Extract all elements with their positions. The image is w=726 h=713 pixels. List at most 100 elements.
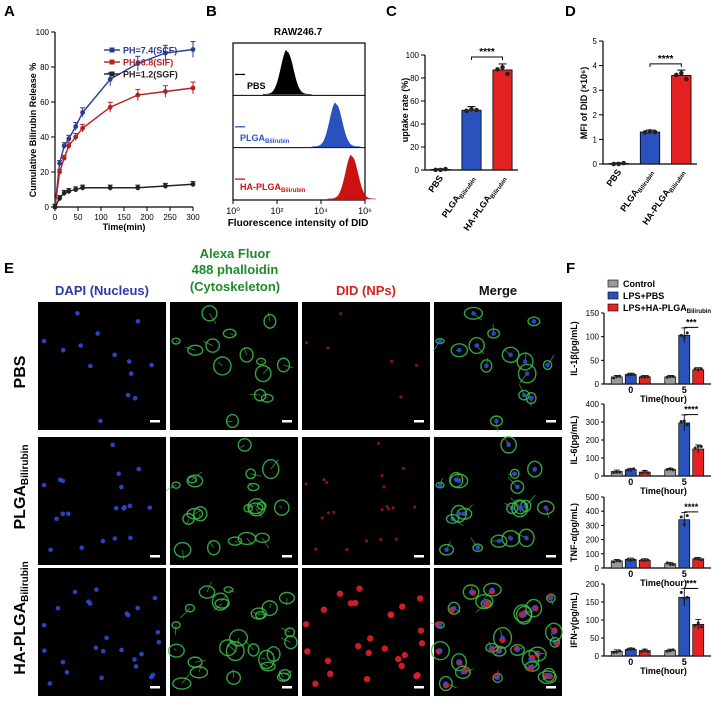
panel-f4-ylabel: IFN-γ(pg/mL) (569, 592, 579, 648)
actin-filament (237, 637, 239, 648)
actin-cell (492, 626, 513, 649)
actin-cell (435, 337, 445, 345)
panel-c-bar (461, 109, 482, 171)
actin-filament (209, 313, 217, 325)
panel-c-ylabel: uptake rate (%) (400, 78, 410, 143)
actin-cell (206, 539, 221, 556)
row-label-plga: PLGABilirubin (12, 444, 31, 529)
dapi-nucleus (156, 639, 162, 645)
did-signal (414, 671, 421, 679)
actin-cell (468, 336, 485, 355)
panel-c-replicate-point (433, 167, 438, 173)
dapi-nucleus (66, 511, 71, 517)
panel-f4-replicate-point (682, 596, 686, 600)
panel-b-xtick-label: 10⁴ (314, 206, 328, 216)
panel-d-replicate-point (674, 72, 679, 78)
dapi-nucleus (41, 482, 47, 488)
did-signal (304, 648, 311, 655)
panel-d-replicate-point (652, 129, 658, 135)
panel-f1-replicate-point (696, 368, 700, 372)
panel-f3-ytick-label: 100 (586, 550, 600, 559)
actin-filament (226, 643, 236, 652)
panel-f1-ytick-label: 150 (586, 309, 600, 318)
dapi-nucleus (456, 659, 462, 665)
panel-f4-xlabel: Time(hour) (640, 666, 687, 676)
panel-d-ytick-label: 2 (593, 111, 598, 120)
dapi-nucleus (100, 538, 106, 544)
panel-d-replicate-point (642, 130, 648, 135)
panel-d-replicate-point (684, 76, 689, 82)
panel-d-ytick-label: 0 (593, 160, 598, 169)
dapi-nucleus (72, 589, 78, 595)
did-signal (380, 508, 384, 512)
did-signal (326, 346, 330, 350)
dapi-nucleus (475, 545, 481, 551)
actin-cell (527, 460, 543, 478)
actin-filament (248, 482, 254, 488)
did-signal (416, 595, 424, 602)
did-signal (376, 441, 381, 445)
panel-f1-replicate-point (629, 373, 633, 377)
release-line-chart: Cumulative Bilirubin Release % Time(min)… (28, 28, 200, 232)
actin-cell (525, 598, 543, 618)
scale-bar (150, 420, 160, 423)
row-label-pbs: PBS (12, 355, 29, 388)
dapi-nucleus (451, 605, 457, 611)
mfi-bar-chart: MFI of DID (×10⁶) 012345PBSPLGABilirubin… (579, 37, 697, 227)
micrograph-background (302, 568, 430, 696)
panel-f2-ytick-label: 100 (586, 454, 600, 463)
panel-c-ytick-label: 40 (410, 120, 419, 129)
did-signal (322, 478, 326, 482)
dapi-nucleus (489, 645, 495, 650)
panel-f4-replicate-point (643, 648, 647, 652)
actin-cell (186, 507, 204, 520)
actin-filament (187, 518, 189, 524)
dapi-nucleus (78, 343, 83, 348)
did-signal (387, 611, 394, 618)
actin-cell (171, 337, 181, 345)
dapi-nucleus (515, 647, 520, 653)
actin-cell (544, 622, 563, 642)
did-signal (398, 662, 405, 670)
actin-cell (527, 316, 541, 327)
actin-cell (509, 468, 520, 479)
panel-f2-replicate-point (615, 470, 619, 474)
actin-cell (171, 481, 181, 489)
panel-f1-xtick-label: 0 (628, 385, 633, 395)
panel-a-data-point (52, 204, 58, 210)
panel-c-ytick-label: 100 (406, 51, 420, 60)
dapi-nucleus (512, 471, 517, 477)
dapi-nucleus (64, 670, 70, 675)
panel-f3-replicate-point (612, 560, 616, 564)
panel-d-category-label: PBS (604, 167, 623, 188)
actin-cell (536, 500, 555, 515)
micrograph-r1-c0 (38, 437, 166, 565)
panel-d-bar (639, 131, 661, 165)
did-signal (413, 505, 417, 509)
histogram-label-ha-plga: HA-PLGABilirubin (240, 182, 306, 194)
micrograph-r0-c1 (170, 302, 298, 430)
panel-f4-xtick-label: 0 (628, 657, 633, 667)
dapi-nucleus (460, 670, 466, 675)
dapi-nucleus (119, 647, 124, 653)
actin-filament (510, 497, 521, 508)
panel-a-series-line (54, 87, 194, 208)
panel-f2-replicate-point (668, 467, 672, 471)
actin-cell (438, 675, 453, 692)
dapi-nucleus (104, 635, 109, 641)
panel-a-data-point (61, 155, 67, 161)
actin-cell (510, 480, 525, 494)
actin-cell (258, 649, 275, 670)
panel-f3-replicate-point (646, 558, 650, 562)
dapi-nucleus (515, 484, 520, 490)
actin-cell (186, 474, 204, 488)
panel-c-replicate-point (500, 65, 505, 70)
panel-a-legend-marker (109, 47, 115, 53)
micrograph-background (38, 302, 166, 430)
actin-filament (194, 478, 198, 482)
panel-f4-replicate-point (668, 649, 672, 653)
panel-a-xtick-label: 200 (140, 213, 154, 222)
did-signal (325, 481, 329, 485)
scale-bar (282, 420, 292, 423)
panel-f1-replicate-point (671, 374, 675, 378)
